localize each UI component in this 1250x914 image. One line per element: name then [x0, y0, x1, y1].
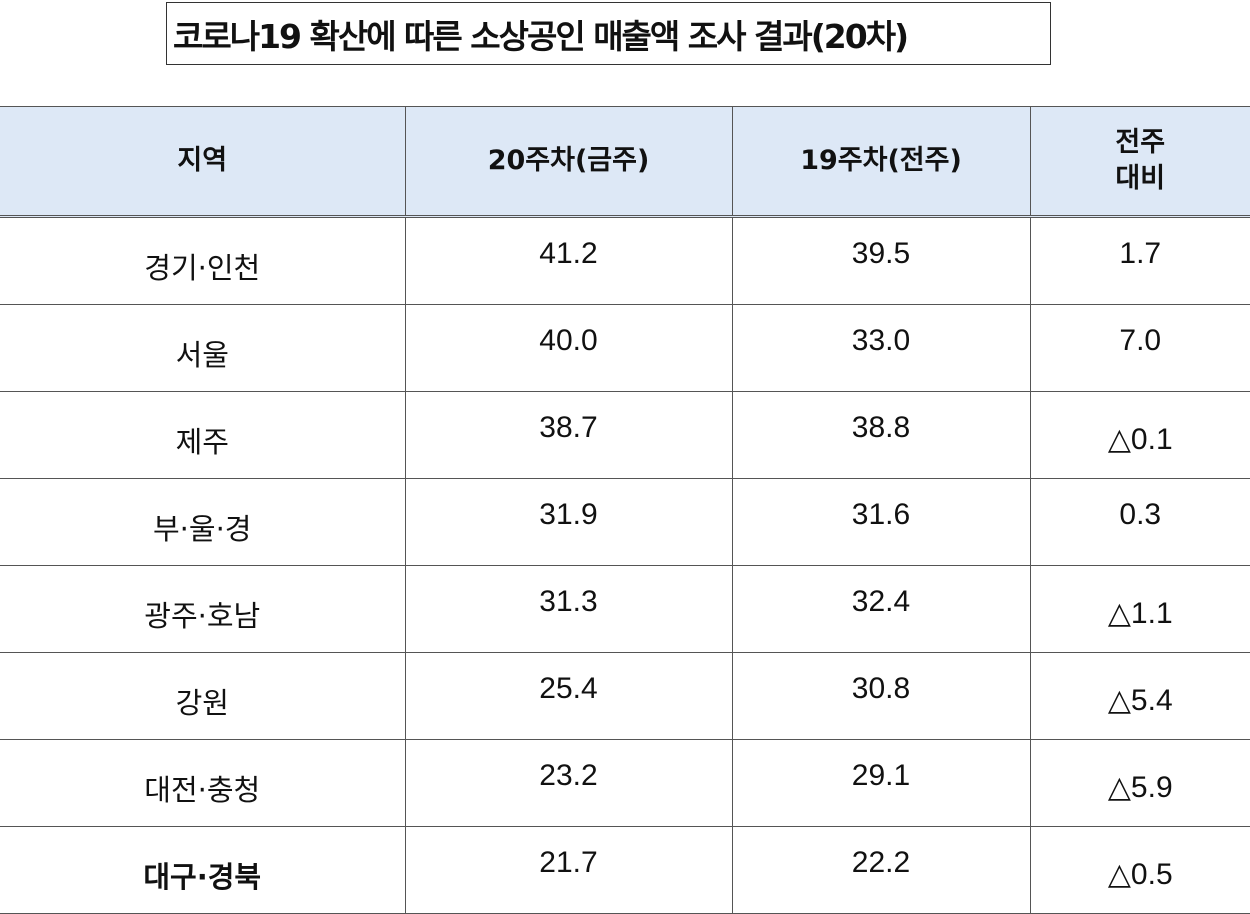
- table-row: 부·울·경 31.9 31.6 0.3: [0, 479, 1250, 566]
- week20-cell: 38.7: [405, 392, 732, 479]
- week20-cell: 41.2: [405, 217, 732, 305]
- week20-cell: 25.4: [405, 653, 732, 740]
- table-row: 강원 25.4 30.8 △5.4: [0, 653, 1250, 740]
- change-cell: △0.5: [1030, 827, 1250, 914]
- sales-survey-table: 지역 20주차(금주) 19주차(전주) 전주 대비 경기·인천 41.2 39…: [0, 106, 1250, 914]
- table-row: 대구·경북 21.7 22.2 △0.5: [0, 827, 1250, 914]
- region-cell: 강원: [0, 653, 405, 740]
- report-title: 코로나19 확산에 따른 소상공인 매출액 조사 결과(20차): [166, 2, 1051, 65]
- change-cell: △5.9: [1030, 740, 1250, 827]
- table-row: 경기·인천 41.2 39.5 1.7: [0, 217, 1250, 305]
- change-cell: 7.0: [1030, 305, 1250, 392]
- change-cell: 0.3: [1030, 479, 1250, 566]
- header-week19: 19주차(전주): [732, 107, 1030, 217]
- region-cell: 제주: [0, 392, 405, 479]
- region-cell: 대전·충청: [0, 740, 405, 827]
- week20-cell: 23.2: [405, 740, 732, 827]
- week20-cell: 31.9: [405, 479, 732, 566]
- week19-cell: 22.2: [732, 827, 1030, 914]
- week20-cell: 31.3: [405, 566, 732, 653]
- header-week20: 20주차(금주): [405, 107, 732, 217]
- header-change-line2: 대비: [1031, 161, 1250, 197]
- region-cell: 대구·경북: [0, 827, 405, 914]
- table-row: 대전·충청 23.2 29.1 △5.9: [0, 740, 1250, 827]
- region-cell: 부·울·경: [0, 479, 405, 566]
- week19-cell: 38.8: [732, 392, 1030, 479]
- table-header-row: 지역 20주차(금주) 19주차(전주) 전주 대비: [0, 107, 1250, 217]
- header-change-line1: 전주: [1031, 125, 1250, 161]
- week19-cell: 32.4: [732, 566, 1030, 653]
- table-row: 광주·호남 31.3 32.4 △1.1: [0, 566, 1250, 653]
- week19-cell: 31.6: [732, 479, 1030, 566]
- region-cell: 서울: [0, 305, 405, 392]
- table-row: 서울 40.0 33.0 7.0: [0, 305, 1250, 392]
- week20-cell: 40.0: [405, 305, 732, 392]
- change-cell: △1.1: [1030, 566, 1250, 653]
- week19-cell: 29.1: [732, 740, 1030, 827]
- region-cell: 광주·호남: [0, 566, 405, 653]
- week19-cell: 33.0: [732, 305, 1030, 392]
- week20-cell: 21.7: [405, 827, 732, 914]
- change-cell: △0.1: [1030, 392, 1250, 479]
- change-cell: 1.7: [1030, 217, 1250, 305]
- region-cell: 경기·인천: [0, 217, 405, 305]
- header-region: 지역: [0, 107, 405, 217]
- week19-cell: 39.5: [732, 217, 1030, 305]
- change-cell: △5.4: [1030, 653, 1250, 740]
- week19-cell: 30.8: [732, 653, 1030, 740]
- table-row: 제주 38.7 38.8 △0.1: [0, 392, 1250, 479]
- header-change: 전주 대비: [1030, 107, 1250, 217]
